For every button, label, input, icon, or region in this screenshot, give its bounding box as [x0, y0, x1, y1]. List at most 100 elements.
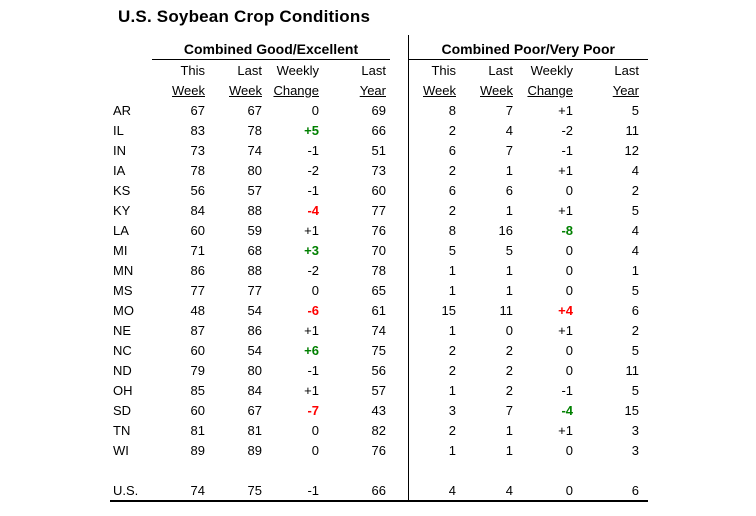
ge-empty-cell [266, 460, 323, 480]
total-row: U.S. 74 75 -1 66 4 4 0 6 [110, 480, 648, 502]
pv-this-week-value: 2 [407, 200, 465, 220]
state-column-spacer [110, 35, 152, 60]
pv-last-week-value: 4 [465, 480, 522, 502]
state-label: KY [113, 202, 131, 218]
table-row: MO 48 54 -6 61 15 11 +4 6 [110, 300, 648, 320]
ge-last-week-value: 80 [247, 162, 262, 178]
ge-weekly-change-value: +1 [304, 382, 319, 398]
pv-weekly-change-value: +1 [558, 102, 573, 118]
section-gap-spacer [390, 280, 408, 300]
table-row: MN 86 88 -2 78 1 1 0 1 [110, 260, 648, 280]
ge-this-week-value: 87 [190, 322, 205, 338]
pv-col-header-last-year: Year [612, 82, 639, 98]
pv-this-week-value: 1 [407, 320, 465, 340]
ge-last-week-value: 54 [247, 302, 262, 318]
pv-this-week-value: 6 [407, 140, 465, 160]
state-label: SD [113, 402, 132, 418]
section-gap-spacer [390, 400, 408, 420]
pv-this-week-value: 2 [407, 120, 465, 140]
pv-last-year-value: 5 [631, 202, 639, 218]
ge-last-year-value: 56 [371, 362, 386, 378]
ge-last-week-value: 75 [209, 480, 266, 502]
table-row: IL 83 78 +5 66 2 4 -2 11 [110, 120, 648, 140]
pv-this-week-value: 5 [407, 240, 465, 260]
ge-this-week-value: 73 [190, 142, 205, 158]
ge-col-header-last-year: Last [361, 62, 386, 78]
ge-weekly-change-value: -2 [307, 262, 319, 278]
section-gap-spacer [390, 360, 408, 380]
state-column-spacer [110, 80, 152, 100]
pv-last-year-value: 6 [582, 480, 648, 502]
pv-last-year-value: 5 [631, 382, 639, 398]
section-gap-spacer [390, 100, 408, 120]
ge-last-week-value: 86 [247, 322, 262, 338]
ge-weekly-change-value: -1 [307, 142, 319, 158]
pv-last-year-value: 2 [631, 182, 639, 198]
ge-empty-cell [152, 460, 209, 480]
pv-empty-cell [465, 460, 522, 480]
pv-weekly-change-value: +1 [558, 322, 573, 338]
pv-weekly-change-value: +1 [558, 162, 573, 178]
ge-weekly-change-value: +1 [304, 222, 319, 238]
ge-weekly-change-value: -2 [307, 162, 319, 178]
pv-weekly-change-value: 0 [522, 480, 582, 502]
ge-weekly-change-value: 0 [311, 422, 319, 438]
section-gap-spacer [390, 60, 408, 81]
pv-last-week-value: 1 [505, 282, 513, 298]
ge-last-year-value: 51 [371, 142, 386, 158]
ge-last-year-value: 75 [371, 342, 386, 358]
pv-last-year-value: 2 [631, 322, 639, 338]
ge-weekly-change-value: +5 [304, 122, 319, 138]
pv-col-header-last-week: Week [480, 82, 513, 98]
pv-last-week-value: 7 [505, 102, 513, 118]
pv-this-week-value: 1 [407, 280, 465, 300]
section-gap-spacer [390, 420, 408, 440]
ge-weekly-change-value: -1 [266, 480, 323, 502]
table-row: TN 81 81 0 82 2 1 +1 3 [110, 420, 648, 440]
state-label: MO [113, 302, 134, 318]
ge-last-week-value: 78 [247, 122, 262, 138]
pv-this-week-value: 1 [407, 260, 465, 280]
table-row: LA 60 59 +1 76 8 16 -8 4 [110, 220, 648, 240]
pv-last-year-value: 1 [631, 262, 639, 278]
ge-this-week-value: 60 [190, 342, 205, 358]
section-gap-spacer [390, 300, 408, 320]
pv-last-year-value: 11 [625, 122, 640, 138]
state-label: AR [113, 102, 132, 118]
pv-empty-cell [582, 460, 648, 480]
ge-last-week-value: 67 [247, 102, 262, 118]
ge-last-week-value: 81 [247, 422, 262, 438]
ge-col-header-this-week: Week [172, 82, 205, 98]
ge-col-header-weekly-change: Weekly [276, 62, 319, 78]
table-row: NC 60 54 +6 75 2 2 0 5 [110, 340, 648, 360]
pv-last-week-value: 7 [505, 402, 513, 418]
ge-this-week-value: 81 [190, 422, 205, 438]
pv-col-header-last-week: Last [488, 62, 513, 78]
section-header-poor-very-poor: Combined Poor/Very Poor [407, 35, 648, 60]
pv-last-year-value: 4 [631, 242, 639, 258]
pv-this-week-value: 3 [407, 400, 465, 420]
pv-weekly-change-value: 0 [565, 342, 573, 358]
state-label: NC [113, 342, 132, 358]
pv-last-week-value: 2 [505, 342, 513, 358]
ge-weekly-change-value: +1 [304, 322, 319, 338]
section-header-good-excellent: Combined Good/Excellent [152, 35, 390, 60]
ge-last-week-value: 67 [247, 402, 262, 418]
ge-last-year-value: 60 [371, 182, 386, 198]
pv-this-week-value: 4 [407, 480, 465, 502]
pv-col-header-this-week: This [407, 59, 465, 80]
ge-weekly-change-value: -6 [307, 302, 319, 318]
ge-this-week-value: 67 [190, 102, 205, 118]
pv-weekly-change-value: 0 [565, 262, 573, 278]
section-gap-spacer [390, 320, 408, 340]
ge-weekly-change-value: -4 [307, 202, 319, 218]
pv-weekly-change-value: -1 [561, 382, 573, 398]
ge-weekly-change-value: +3 [304, 242, 319, 258]
pv-this-week-value: 2 [407, 360, 465, 380]
section-gap-spacer [390, 160, 408, 180]
ge-this-week-value: 89 [190, 442, 205, 458]
table-row: KY 84 88 -4 77 2 1 +1 5 [110, 200, 648, 220]
ge-last-week-value: 88 [247, 262, 262, 278]
ge-last-year-value: 66 [323, 480, 390, 502]
ge-last-week-value: 74 [247, 142, 262, 158]
